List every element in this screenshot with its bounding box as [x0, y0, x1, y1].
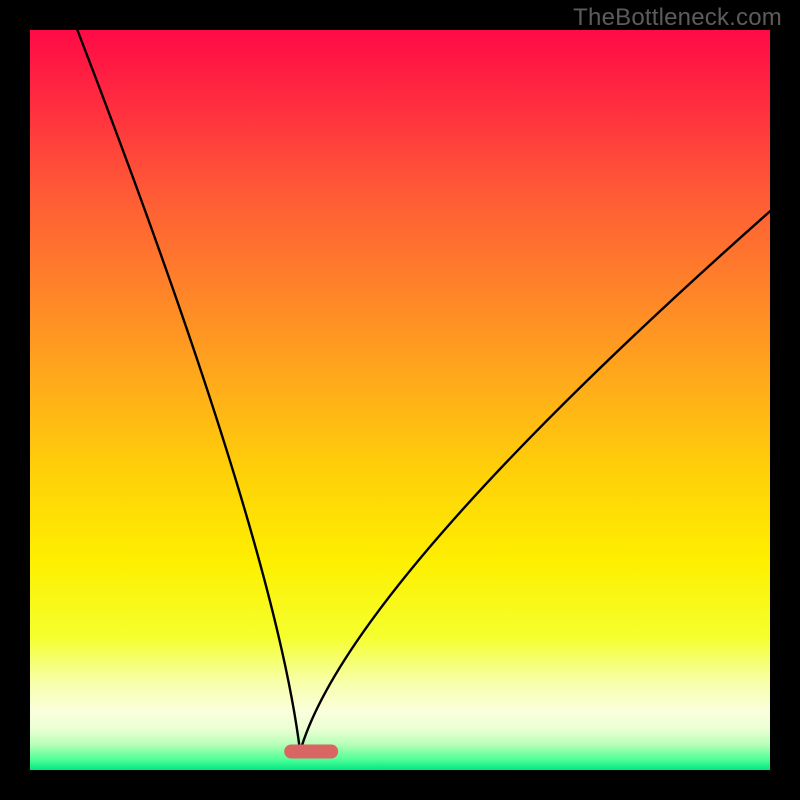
chart-container: TheBottleneck.com [0, 0, 800, 800]
optimal-marker [284, 745, 338, 759]
chart-plot-area [30, 30, 770, 770]
bottleneck-chart [0, 0, 800, 800]
watermark-text: TheBottleneck.com [573, 4, 782, 32]
